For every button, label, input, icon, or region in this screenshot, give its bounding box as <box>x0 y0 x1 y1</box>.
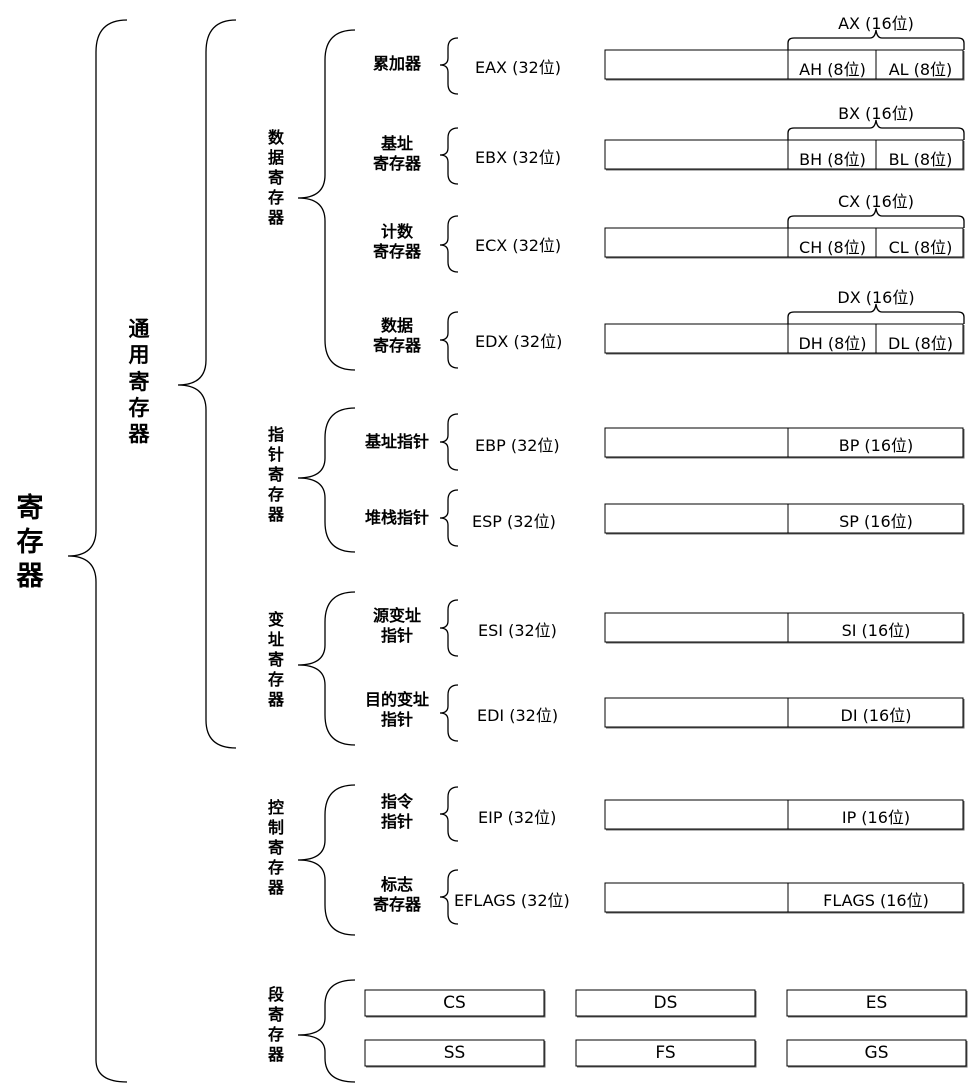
data-register-box-shadow <box>606 141 965 171</box>
braces <box>67 19 965 1083</box>
reg32-label: EAX (32位) <box>475 58 561 77</box>
reg32-label: ECX (32位) <box>475 236 562 255</box>
low-byte-label: AL (8位) <box>888 60 953 79</box>
pointer-register-box-shadow <box>606 429 965 459</box>
low-byte-label: DL (8位) <box>888 334 953 353</box>
segment-register-box <box>786 1039 967 1067</box>
pointer-register-box <box>604 427 964 458</box>
segment-register-label: DS <box>653 993 678 1013</box>
index-register-reg16-label: DI (16位) <box>840 706 912 725</box>
segment-register-box-shadow <box>788 991 968 1018</box>
data-register-name: 基址 寄存器 <box>372 134 421 173</box>
root-brace <box>67 19 128 1083</box>
index-register-box <box>604 612 964 643</box>
segment-register-label: CS <box>443 993 466 1013</box>
register-boxes <box>364 49 968 1068</box>
low-byte-label: BL (8位) <box>888 150 953 169</box>
data-group-label: 数 据 寄 存 器 <box>267 128 284 227</box>
root-label: 寄 存 器 <box>16 493 44 592</box>
reg16-label: AX (16位) <box>838 14 914 33</box>
index-register-box-shadow <box>606 699 965 729</box>
index-group-brace <box>297 591 356 746</box>
index-register-name: 源变址 指针 <box>372 606 421 645</box>
control-register-reg16-label: IP (16位) <box>841 808 911 827</box>
pointer-register-box-shadow <box>606 505 965 535</box>
reg32-label: EBX (32位) <box>475 148 561 167</box>
control-register-box-shadow <box>606 884 965 914</box>
pointer-register-box <box>604 503 964 534</box>
control-register-box-shadow <box>606 801 965 831</box>
pointer-register-reg16-label: SP (16位) <box>839 512 913 531</box>
control-register-name: 指令 指针 <box>380 792 413 831</box>
segment-register-box <box>364 989 545 1017</box>
segment-register-box-shadow <box>577 991 757 1018</box>
reg32-label: EDX (32位) <box>475 332 563 351</box>
index-group-label: 变 址 寄 存 器 <box>267 610 284 709</box>
high-byte-label: CH (8位) <box>799 238 866 257</box>
control-group-label: 控 制 寄 存 器 <box>267 798 284 897</box>
data-register-box-shadow <box>606 51 965 81</box>
segment-register-box-shadow <box>366 991 546 1018</box>
data-register-name: 累加器 <box>372 54 421 73</box>
segment-register-box-shadow <box>577 1041 757 1068</box>
pointer-register-reg32-label: EBP (32位) <box>475 436 560 455</box>
data-register-box <box>604 323 964 354</box>
high-byte-label: DH (8位) <box>798 334 867 353</box>
segment-register-box <box>575 989 756 1017</box>
data-register-name: 数据 寄存器 <box>372 316 421 355</box>
general-brace <box>177 19 237 749</box>
control-register-box <box>604 799 964 830</box>
data-register-box <box>604 139 964 170</box>
index-register-reg16-label: SI (16位) <box>841 621 911 640</box>
segment-register-box <box>575 1039 756 1067</box>
reg16-label: CX (16位) <box>837 192 915 211</box>
control-group-brace <box>297 784 356 936</box>
data-register-name: 计数 寄存器 <box>372 222 421 261</box>
reg16-label: DX (16位) <box>837 288 915 307</box>
control-register-name: 标志 寄存器 <box>372 875 421 914</box>
high-byte-label: AH (8位) <box>799 60 866 79</box>
segment-group-brace <box>297 979 356 1083</box>
pointer-group-label: 指 针 寄 存 器 <box>267 425 284 524</box>
pointer-group-brace <box>297 407 356 553</box>
data-register-box <box>604 227 964 258</box>
index-register-reg32-label: ESI (32位) <box>478 621 557 640</box>
segment-register-label: FS <box>655 1043 676 1063</box>
control-register-box <box>604 882 964 913</box>
pointer-register-name: 堆栈指针 <box>364 508 429 527</box>
control-register-reg32-label: EFLAGS (32位) <box>454 891 570 910</box>
index-register-name: 目的变址 指针 <box>364 690 429 729</box>
control-register-reg32-label: EIP (32位) <box>478 808 557 827</box>
data-register-box-shadow <box>606 229 965 259</box>
data-register-box-shadow <box>606 325 965 355</box>
segment-register-box <box>364 1039 545 1067</box>
segment-register-box <box>786 989 967 1017</box>
pointer-register-reg16-label: BP (16位) <box>838 436 914 455</box>
segment-register-label: GS <box>864 1043 889 1063</box>
data-register-box <box>604 49 964 80</box>
index-register-reg32-label: EDI (32位) <box>477 706 559 725</box>
segment-register-label: SS <box>443 1043 466 1063</box>
control-register-reg16-label: FLAGS (16位) <box>823 891 929 910</box>
high-byte-label: BH (8位) <box>799 150 866 169</box>
reg16-label: BX (16位) <box>838 104 914 123</box>
low-byte-label: CL (8位) <box>888 238 953 257</box>
data-group-brace <box>297 29 356 371</box>
segment-group-label: 段 寄 存 器 <box>267 985 284 1064</box>
index-register-box <box>604 697 964 728</box>
general-label: 通 用 寄 存 器 <box>128 317 150 446</box>
pointer-register-name: 基址指针 <box>364 432 429 451</box>
segment-register-box-shadow <box>366 1041 546 1068</box>
index-register-box-shadow <box>606 614 965 644</box>
segment-register-label: ES <box>865 993 888 1013</box>
pointer-register-reg32-label: ESP (32位) <box>472 512 556 531</box>
segment-register-box-shadow <box>788 1041 968 1068</box>
